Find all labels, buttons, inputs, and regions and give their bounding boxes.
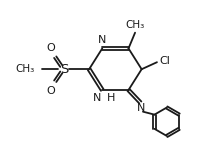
Text: CH₃: CH₃: [15, 64, 34, 74]
Text: N: N: [93, 93, 101, 103]
Text: H: H: [107, 93, 115, 103]
Text: Cl: Cl: [159, 56, 170, 66]
Text: S: S: [60, 63, 68, 76]
Text: O: O: [46, 43, 55, 53]
Text: O: O: [46, 86, 55, 96]
Text: N: N: [137, 103, 145, 113]
Text: CH₃: CH₃: [125, 20, 145, 30]
Text: N: N: [98, 35, 106, 45]
